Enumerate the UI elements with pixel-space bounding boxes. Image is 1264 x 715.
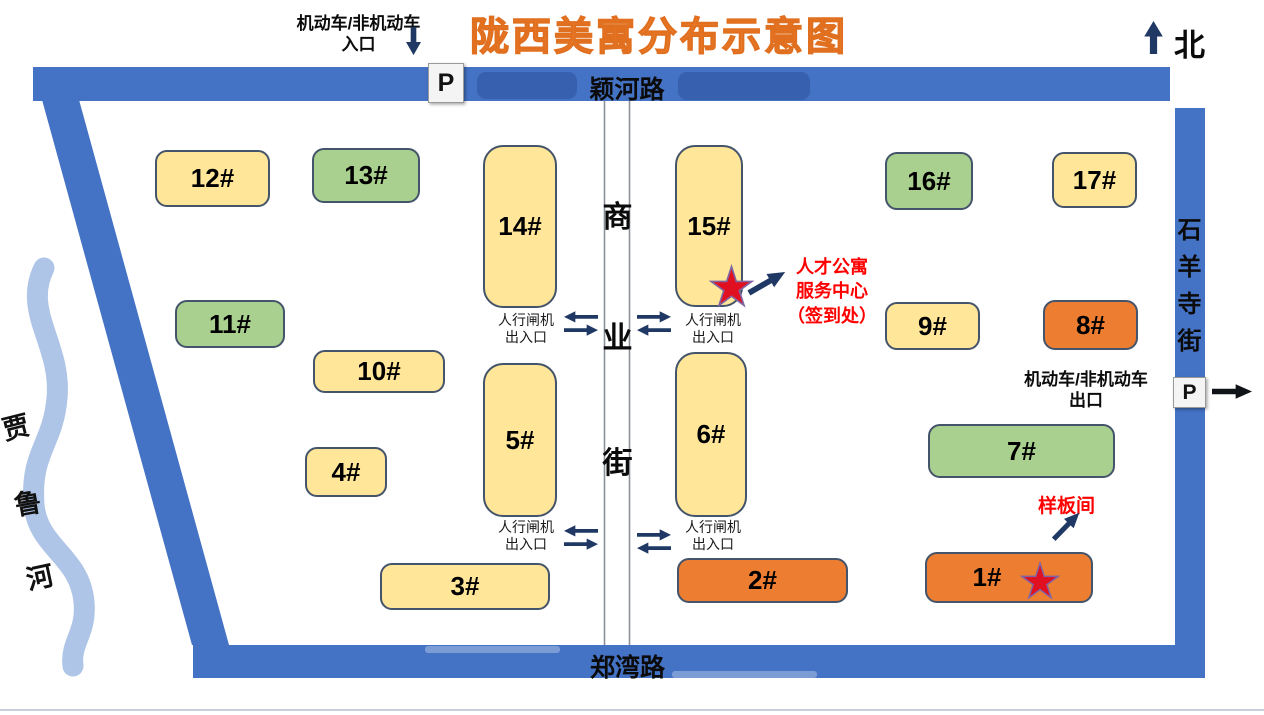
- building-12: 12#: [155, 150, 270, 207]
- redaction-smudge: [425, 646, 560, 653]
- exit-right-arrow-icon: [1212, 384, 1252, 399]
- gate-label-line1: 人行闸机: [498, 519, 554, 535]
- building-14: 14#: [483, 145, 557, 308]
- building-2: 2#: [677, 558, 848, 603]
- building-5: 5#: [483, 363, 557, 517]
- right-street-char: 羊: [1177, 254, 1202, 281]
- gate-arrows-icon: [564, 525, 598, 550]
- service-center-line2: 服务中心: [796, 281, 868, 302]
- service-center-arrow-icon: [747, 272, 786, 296]
- gate-arrows-icon: [564, 311, 598, 336]
- sample-room-arrow-icon: [1051, 512, 1080, 542]
- right-street-char: 街: [1177, 328, 1202, 355]
- building-9: 9#: [885, 302, 980, 350]
- building-7: 7#: [928, 424, 1115, 478]
- top-road-bar: [33, 67, 1170, 101]
- entrance-down-arrow-icon: [406, 26, 421, 56]
- top-road-name: 颖河路: [589, 76, 665, 104]
- gate-label-upper-right: 人行闸机 出入口: [675, 312, 751, 346]
- exit-label: 机动车/非机动车 出口: [1000, 369, 1172, 412]
- service-center-line3: （签到处）: [787, 305, 877, 326]
- page-title: 陇西美寓分布示意图: [469, 15, 849, 59]
- right-street-name: 石 羊 寺 街: [1173, 210, 1206, 356]
- redaction-smudge: [672, 671, 817, 678]
- gate-arrows-icon: [637, 311, 671, 336]
- building-13: 13#: [312, 148, 420, 203]
- building-15: 15#: [675, 145, 743, 307]
- building-10: 10#: [313, 350, 445, 393]
- redaction-smudge: [477, 72, 577, 99]
- gate-label-lower-right: 人行闸机 出入口: [675, 519, 751, 553]
- building-17: 17#: [1052, 152, 1137, 208]
- building-8: 8#: [1043, 300, 1138, 350]
- service-center-note: 人才公寓 服务中心 （签到处）: [784, 255, 880, 328]
- entrance-label-line1: 机动车/非机动车: [296, 14, 421, 33]
- gate-label-line1: 人行闸机: [498, 312, 554, 328]
- gate-label-line2: 出入口: [692, 328, 734, 345]
- building-1: 1#: [925, 552, 1093, 603]
- north-label: 北: [1174, 28, 1205, 63]
- gate-label-line2: 出入口: [692, 535, 734, 552]
- north-arrow-icon: [1144, 21, 1163, 54]
- building-11: 11#: [175, 300, 285, 348]
- exit-label-line2: 出口: [1069, 391, 1103, 411]
- right-street-bar: [1175, 108, 1205, 645]
- bottom-road-bar: [193, 645, 1205, 678]
- entrance-label-line2: 入口: [341, 35, 376, 55]
- gate-label-lower-left: 人行闸机 出入口: [488, 519, 564, 553]
- building-3: 3#: [380, 563, 550, 610]
- gate-label-line2: 出入口: [505, 328, 547, 345]
- building-6: 6#: [675, 352, 747, 517]
- gate-label-line1: 人行闸机: [685, 519, 741, 535]
- parking-sign-top: P: [428, 63, 464, 103]
- center-street-char: 商: [602, 201, 633, 234]
- gate-label-line1: 人行闸机: [685, 312, 741, 328]
- service-center-line1: 人才公寓: [796, 257, 868, 277]
- building-16: 16#: [885, 152, 973, 210]
- service-center-star-icon: [708, 263, 755, 308]
- bottom-road-name: 郑湾路: [589, 654, 665, 682]
- center-street-char: 街: [602, 447, 633, 480]
- building-4: 4#: [305, 447, 387, 497]
- sample-room-note: 样板间: [1038, 496, 1096, 517]
- center-street-char: 业: [602, 322, 633, 355]
- river-path: [23, 257, 95, 677]
- parking-sign-right: P: [1173, 377, 1206, 408]
- gate-arrows-icon: [637, 529, 671, 554]
- gate-label-line2: 出入口: [505, 535, 547, 552]
- redaction-smudge: [678, 72, 810, 100]
- sample-room-star-icon: [1019, 560, 1061, 600]
- entrance-label: 机动车/非机动车 入口: [276, 13, 441, 56]
- right-street-char: 寺: [1177, 291, 1202, 318]
- exit-label-line1: 机动车/非机动车: [1024, 370, 1148, 389]
- gate-label-upper-left: 人行闸机 出入口: [488, 312, 564, 346]
- left-diagonal-border: [33, 67, 229, 645]
- right-street-char: 石: [1177, 217, 1202, 244]
